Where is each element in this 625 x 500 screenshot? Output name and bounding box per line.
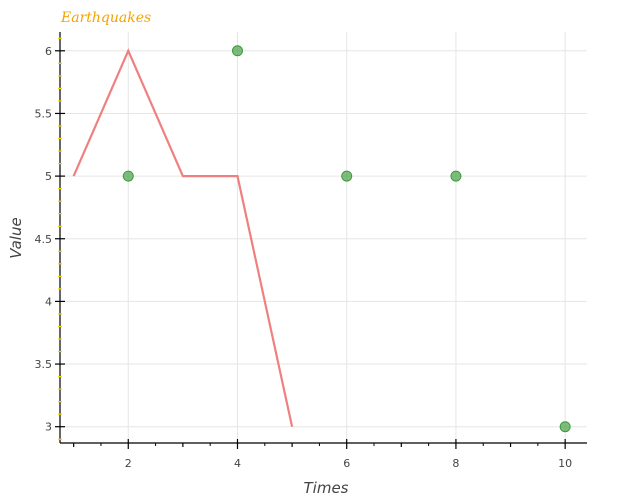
chart-title: Earthquakes [60, 10, 151, 26]
tick-labels: 3 3.5 4 4.5 5 5.5 6 2 4 6 8 10 [35, 45, 573, 470]
scatter-point [559, 421, 571, 433]
y-tick-label: 4.5 [35, 233, 53, 246]
x-tick-label: 6 [343, 457, 350, 470]
x-tick-label: 2 [125, 457, 132, 470]
grid-lines [60, 32, 587, 443]
scatter-point [122, 170, 134, 182]
axes [59, 32, 587, 444]
y-tick-label: 6 [45, 45, 52, 58]
y-axis-label: Value [7, 217, 25, 258]
scatter-point [231, 45, 243, 57]
y-tick-label: 4 [45, 295, 52, 308]
x-axis-label: Times [304, 479, 349, 497]
y-tick-label: 5 [45, 170, 52, 183]
x-tick-label: 10 [558, 457, 572, 470]
scatter-point [341, 170, 353, 182]
y-tick-label: 3.5 [35, 358, 53, 371]
line-series-path [72, 48, 294, 427]
series [72, 45, 571, 433]
axis-ticks [55, 37, 566, 449]
x-tick-label: 8 [452, 457, 459, 470]
scatter-point [450, 170, 462, 182]
y-tick-label: 5.5 [35, 107, 53, 120]
x-tick-label: 4 [234, 457, 241, 470]
y-tick-label: 3 [45, 421, 52, 434]
